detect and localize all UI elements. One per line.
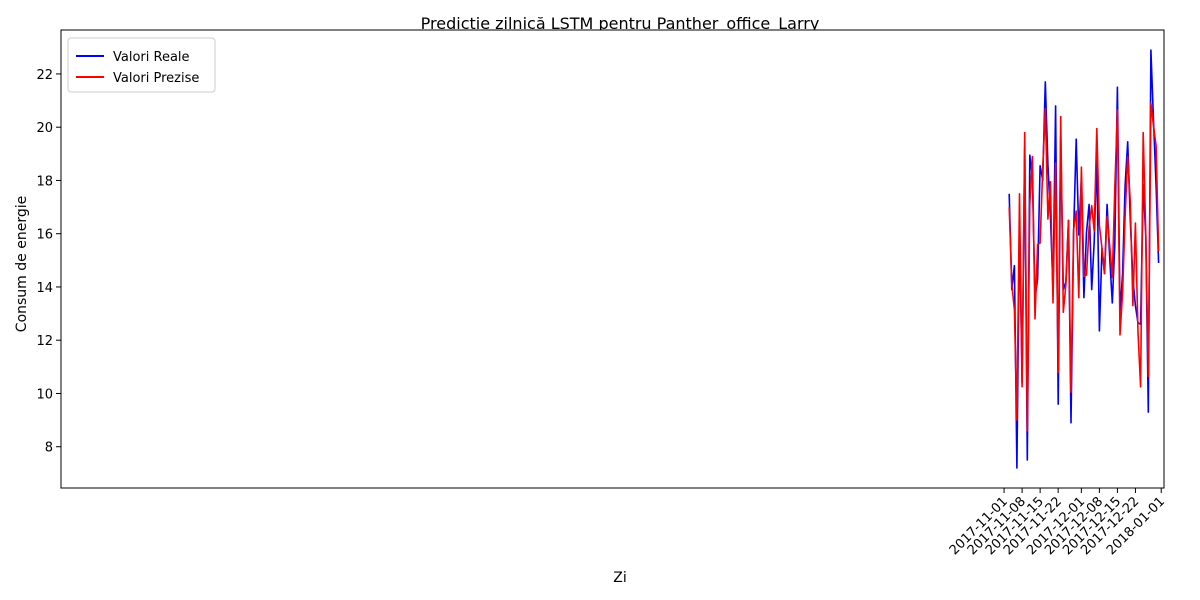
x-axis: 2017-11-012017-11-082017-11-152017-11-22… — [947, 488, 1168, 558]
y-tick-label: 22 — [36, 68, 53, 83]
y-tick-label: 20 — [36, 121, 53, 136]
legend-box — [67, 37, 216, 93]
x-axis-label: Zi — [613, 570, 626, 586]
series-lines — [1008, 49, 1160, 469]
y-tick-label: 16 — [36, 228, 53, 243]
y-tick-label: 10 — [36, 387, 53, 402]
y-axis-label: Consum de energie — [14, 196, 30, 332]
plot-area — [60, 29, 1165, 489]
y-axis: 8 10 12 14 16 18 20 22 — [36, 68, 61, 456]
legend-label: Valori Reale — [113, 50, 190, 65]
y-tick-label: 8 — [45, 441, 53, 456]
y-tick-label: 12 — [36, 334, 53, 349]
legend-label: Valori Prezise — [113, 71, 199, 86]
y-tick-label: 18 — [36, 174, 53, 189]
y-tick-label: 14 — [36, 281, 53, 296]
series-line-valori-prezise — [1008, 102, 1160, 432]
legend: Valori Reale Valori Prezise — [67, 37, 216, 93]
chart-title: Predicție zilnică LSTM pentru Panther_of… — [421, 14, 820, 34]
